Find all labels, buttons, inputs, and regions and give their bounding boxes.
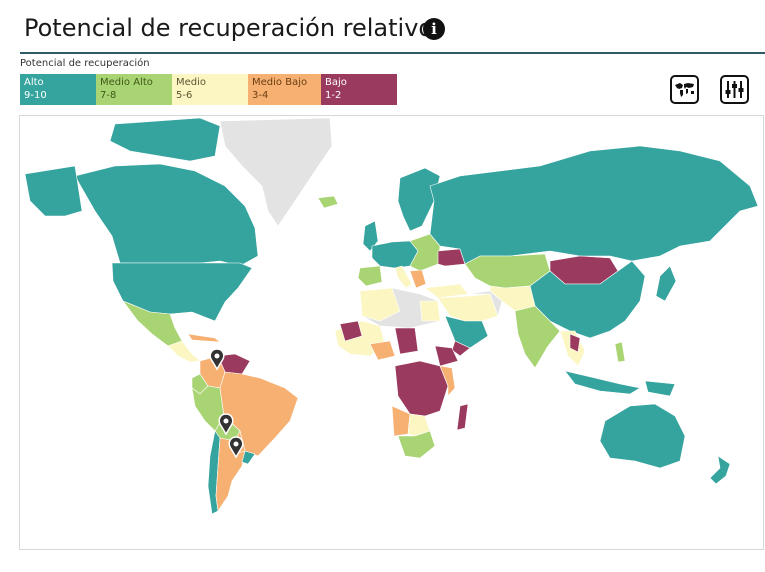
sliders-icon: [725, 81, 744, 98]
arctic-islands[interactable]: [109, 117, 221, 162]
canada[interactable]: [74, 163, 259, 267]
maghreb[interactable]: [359, 287, 401, 322]
map-pin-icon[interactable]: [228, 436, 244, 459]
legend-item-medio-alto[interactable]: Medio Alto 7-8: [96, 74, 172, 105]
legend: Alto 9-10 Medio Alto 7-8 Medio 5-6 Medio…: [20, 74, 397, 105]
iberia[interactable]: [357, 265, 383, 287]
legend-label: Bajo: [325, 77, 347, 88]
alaska[interactable]: [24, 165, 83, 217]
central-africa[interactable]: [394, 360, 449, 417]
yemen[interactable]: [451, 340, 471, 357]
italy[interactable]: [394, 265, 413, 289]
legend-range: 9-10: [24, 90, 47, 101]
world-map[interactable]: [19, 115, 764, 550]
china[interactable]: [529, 260, 646, 339]
greenland[interactable]: [219, 117, 333, 227]
filter-sliders-button[interactable]: [720, 75, 749, 104]
legend-item-medio-bajo[interactable]: Medio Bajo 3-4: [248, 74, 321, 105]
legend-item-bajo[interactable]: Bajo 1-2: [321, 74, 397, 105]
indonesia[interactable]: [564, 370, 641, 395]
ukraine[interactable]: [437, 248, 466, 267]
new-zealand[interactable]: [709, 455, 731, 485]
uruguay[interactable]: [241, 450, 256, 465]
turkey[interactable]: [424, 283, 469, 299]
world-map-svg[interactable]: [20, 116, 764, 550]
scandinavia[interactable]: [397, 167, 441, 232]
legend-item-medio[interactable]: Medio 5-6: [172, 74, 248, 105]
central-america[interactable]: [167, 340, 201, 363]
australia[interactable]: [599, 403, 686, 469]
saudi-arabia[interactable]: [444, 315, 489, 349]
east-africa[interactable]: [439, 365, 456, 397]
legend-range: 3-4: [252, 90, 269, 101]
angola[interactable]: [391, 405, 411, 437]
legend-label: Medio: [176, 77, 207, 88]
info-circle-icon[interactable]: i: [423, 18, 445, 40]
iceland[interactable]: [317, 195, 339, 209]
legend-label: Medio Bajo: [252, 77, 308, 88]
iran[interactable]: [467, 290, 503, 317]
legend-range: 1-2: [325, 90, 342, 101]
map-pin-icon[interactable]: [209, 348, 225, 371]
japan[interactable]: [655, 265, 677, 302]
page-title: Potencial de recuperación relativo: [24, 14, 434, 42]
chad-sudan[interactable]: [394, 327, 419, 355]
myanmar[interactable]: [569, 333, 581, 353]
legend-range: 5-6: [176, 90, 193, 101]
india[interactable]: [514, 305, 561, 369]
south-africa[interactable]: [397, 430, 436, 459]
map-pin-icon[interactable]: [218, 413, 234, 436]
map-view-button[interactable]: [670, 75, 699, 104]
legend-label: Alto: [24, 77, 44, 88]
title-divider: [20, 52, 765, 54]
papua-new-guinea[interactable]: [644, 380, 676, 397]
legend-label: Medio Alto: [100, 77, 153, 88]
middle-east[interactable]: [437, 293, 499, 322]
sahel[interactable]: [339, 320, 363, 342]
madagascar[interactable]: [456, 403, 469, 431]
united-states[interactable]: [111, 262, 253, 322]
russia[interactable]: [429, 145, 759, 265]
philippines[interactable]: [614, 341, 626, 363]
egypt[interactable]: [419, 300, 441, 322]
legend-range: 7-8: [100, 90, 117, 101]
ethiopia[interactable]: [434, 345, 459, 367]
nigeria[interactable]: [369, 340, 396, 361]
legend-title: Potencial de recuperación: [20, 58, 150, 69]
legend-item-alto[interactable]: Alto 9-10: [20, 74, 96, 105]
world-map-icon: [675, 83, 694, 97]
caribbean[interactable]: [187, 333, 221, 343]
balkans[interactable]: [409, 269, 427, 289]
